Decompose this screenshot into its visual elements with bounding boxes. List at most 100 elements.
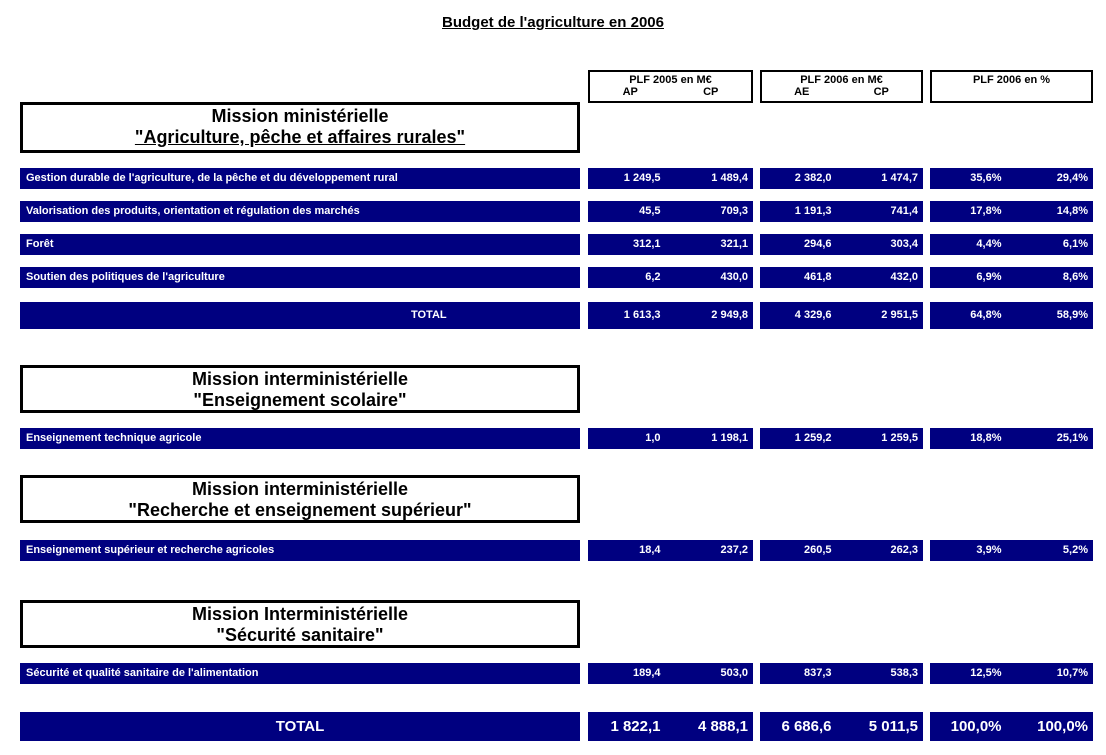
value-cp: 321,1 (720, 238, 748, 250)
total-values-plf2005: 1 613,3 2 949,8 (588, 302, 753, 329)
value-pct-cp: 10,7% (1056, 667, 1088, 679)
grand-total-values-plf2006-pct: 100,0% 100,0% (930, 712, 1093, 741)
value-pct-cp: 6,1% (1062, 238, 1088, 250)
value-ap: 45,5 (639, 205, 661, 217)
program-label: Enseignement technique agricole (20, 428, 580, 449)
value-ap: 1 613,3 (623, 309, 661, 321)
value-ap: 1 249,5 (623, 172, 661, 184)
program-label: Forêt (20, 234, 580, 255)
values-plf2006-pct: 3,9% 5,2% (930, 540, 1093, 561)
values-plf2006-me: 1 259,2 1 259,5 (760, 428, 923, 449)
value-pct-cp: 5,2% (1062, 544, 1088, 556)
page-title: Budget de l'agriculture en 2006 (442, 14, 664, 31)
value-ae: 461,8 (803, 271, 832, 283)
value-ae: 294,6 (803, 238, 832, 250)
value-ae: 6 686,6 (781, 718, 832, 735)
value-pct-ae: 12,5% (970, 667, 1002, 679)
mission-box-agriculture: Mission ministérielle "Agriculture, pêch… (20, 102, 580, 153)
values-plf2005: 1 249,5 1 489,4 (588, 168, 753, 189)
value-cp: 237,2 (720, 544, 748, 556)
values-plf2006-me: 461,8 432,0 (760, 267, 923, 288)
values-plf2006-me: 294,6 303,4 (760, 234, 923, 255)
value-ap: 1 822,1 (610, 718, 661, 735)
value-cp: 1 259,5 (881, 432, 918, 444)
program-label: Enseignement supérieur et recherche agri… (20, 540, 580, 561)
total-label-bar: TOTAL (20, 302, 580, 329)
value-pct-ae: 17,8% (970, 205, 1002, 217)
value-cp: 1 489,4 (711, 172, 748, 184)
value-pct-cp: 25,1% (1056, 432, 1088, 444)
values-plf2006-me: 2 382,0 1 474,7 (760, 168, 923, 189)
grand-total-values-plf2006-me: 6 686,6 5 011,5 (760, 712, 923, 741)
value-cp: 1 474,7 (881, 172, 918, 184)
value-cp: 503,0 (720, 667, 748, 679)
mission-title-line2: "Sécurité sanitaire" (216, 625, 384, 645)
values-plf2005: 312,1 321,1 (588, 234, 753, 255)
values-plf2006-pct: 17,8% 14,8% (930, 201, 1093, 222)
header-sub-labels: AE CP (762, 86, 921, 98)
value-cp: 4 888,1 (697, 718, 748, 735)
header-box-plf2006-pct: PLF 2006 en % (930, 70, 1093, 103)
value-ap: 6,2 (645, 271, 661, 283)
values-plf2005: 1,0 1 198,1 (588, 428, 753, 449)
value-ae: 837,3 (803, 667, 832, 679)
value-ae: 4 329,6 (794, 309, 832, 321)
values-plf2006-me: 260,5 262,3 (760, 540, 923, 561)
values-plf2005: 18,4 237,2 (588, 540, 753, 561)
header-box-title: PLF 2006 en M€ (800, 74, 883, 86)
values-plf2006-pct: 12,5% 10,7% (930, 663, 1093, 684)
grand-total-values-plf2005: 1 822,1 4 888,1 (588, 712, 753, 741)
values-plf2006-pct: 6,9% 8,6% (930, 267, 1093, 288)
value-ap: 18,4 (639, 544, 661, 556)
value-cp: 538,3 (890, 667, 918, 679)
grand-total-label-bar: TOTAL (20, 712, 580, 741)
value-pct-ae: 4,4% (976, 238, 1002, 250)
value-pct-cp: 58,9% (1056, 309, 1088, 321)
mission-title-line2: "Enseignement scolaire" (193, 390, 407, 410)
value-pct-ae: 100,0% (950, 718, 1002, 735)
value-cp: 2 949,8 (711, 309, 748, 321)
mission-title-line1: Mission ministérielle (211, 106, 389, 126)
mission-title-line2: "Recherche et enseignement supérieur" (128, 500, 472, 520)
value-cp: 262,3 (890, 544, 918, 556)
value-ae: 2 382,0 (794, 172, 832, 184)
header-box-title: PLF 2005 en M€ (629, 74, 712, 86)
value-pct-cp: 8,6% (1062, 271, 1088, 283)
value-cp: 741,4 (890, 205, 918, 217)
mission-title-line2: "Agriculture, pêche et affaires rurales" (134, 127, 466, 147)
subcol-label-ap: AP (622, 86, 638, 98)
value-cp: 430,0 (720, 271, 748, 283)
header-box-title: PLF 2006 en % (972, 74, 1051, 86)
value-cp: 2 951,5 (881, 309, 918, 321)
value-pct-ae: 35,6% (970, 172, 1002, 184)
subcol-label-cp: CP (703, 86, 719, 98)
value-pct-ae: 18,8% (970, 432, 1002, 444)
values-plf2005: 45,5 709,3 (588, 201, 753, 222)
value-ae: 1 259,2 (794, 432, 832, 444)
value-pct-ae: 3,9% (976, 544, 1002, 556)
values-plf2006-pct: 18,8% 25,1% (930, 428, 1093, 449)
total-values-plf2006-pct: 64,8% 58,9% (930, 302, 1093, 329)
value-pct-ae: 6,9% (976, 271, 1002, 283)
value-pct-cp: 14,8% (1056, 205, 1088, 217)
program-label: Gestion durable de l'agriculture, de la … (20, 168, 580, 189)
grand-total-label: TOTAL (275, 718, 325, 735)
value-cp: 5 011,5 (868, 718, 918, 735)
values-plf2006-pct: 4,4% 6,1% (930, 234, 1093, 255)
mission-box-recherche: Mission interministérielle "Recherche et… (20, 475, 580, 523)
value-pct-cp: 29,4% (1056, 172, 1088, 184)
mission-title-line1: Mission Interministérielle (191, 604, 409, 624)
values-plf2006-me: 837,3 538,3 (760, 663, 923, 684)
value-cp: 709,3 (720, 205, 748, 217)
value-cp: 1 198,1 (711, 432, 748, 444)
program-label: Valorisation des produits, orientation e… (20, 201, 580, 222)
program-label: Sécurité et qualité sanitaire de l'alime… (20, 663, 580, 684)
value-pct-ae: 64,8% (970, 309, 1002, 321)
value-ae: 1 191,3 (794, 205, 832, 217)
subcol-label-ae: AE (794, 86, 810, 98)
header-box-plf2005: PLF 2005 en M€ AP CP (588, 70, 753, 103)
total-values-plf2006-me: 4 329,6 2 951,5 (760, 302, 923, 329)
value-ae: 260,5 (803, 544, 832, 556)
header-sub-labels: AP CP (590, 86, 751, 98)
